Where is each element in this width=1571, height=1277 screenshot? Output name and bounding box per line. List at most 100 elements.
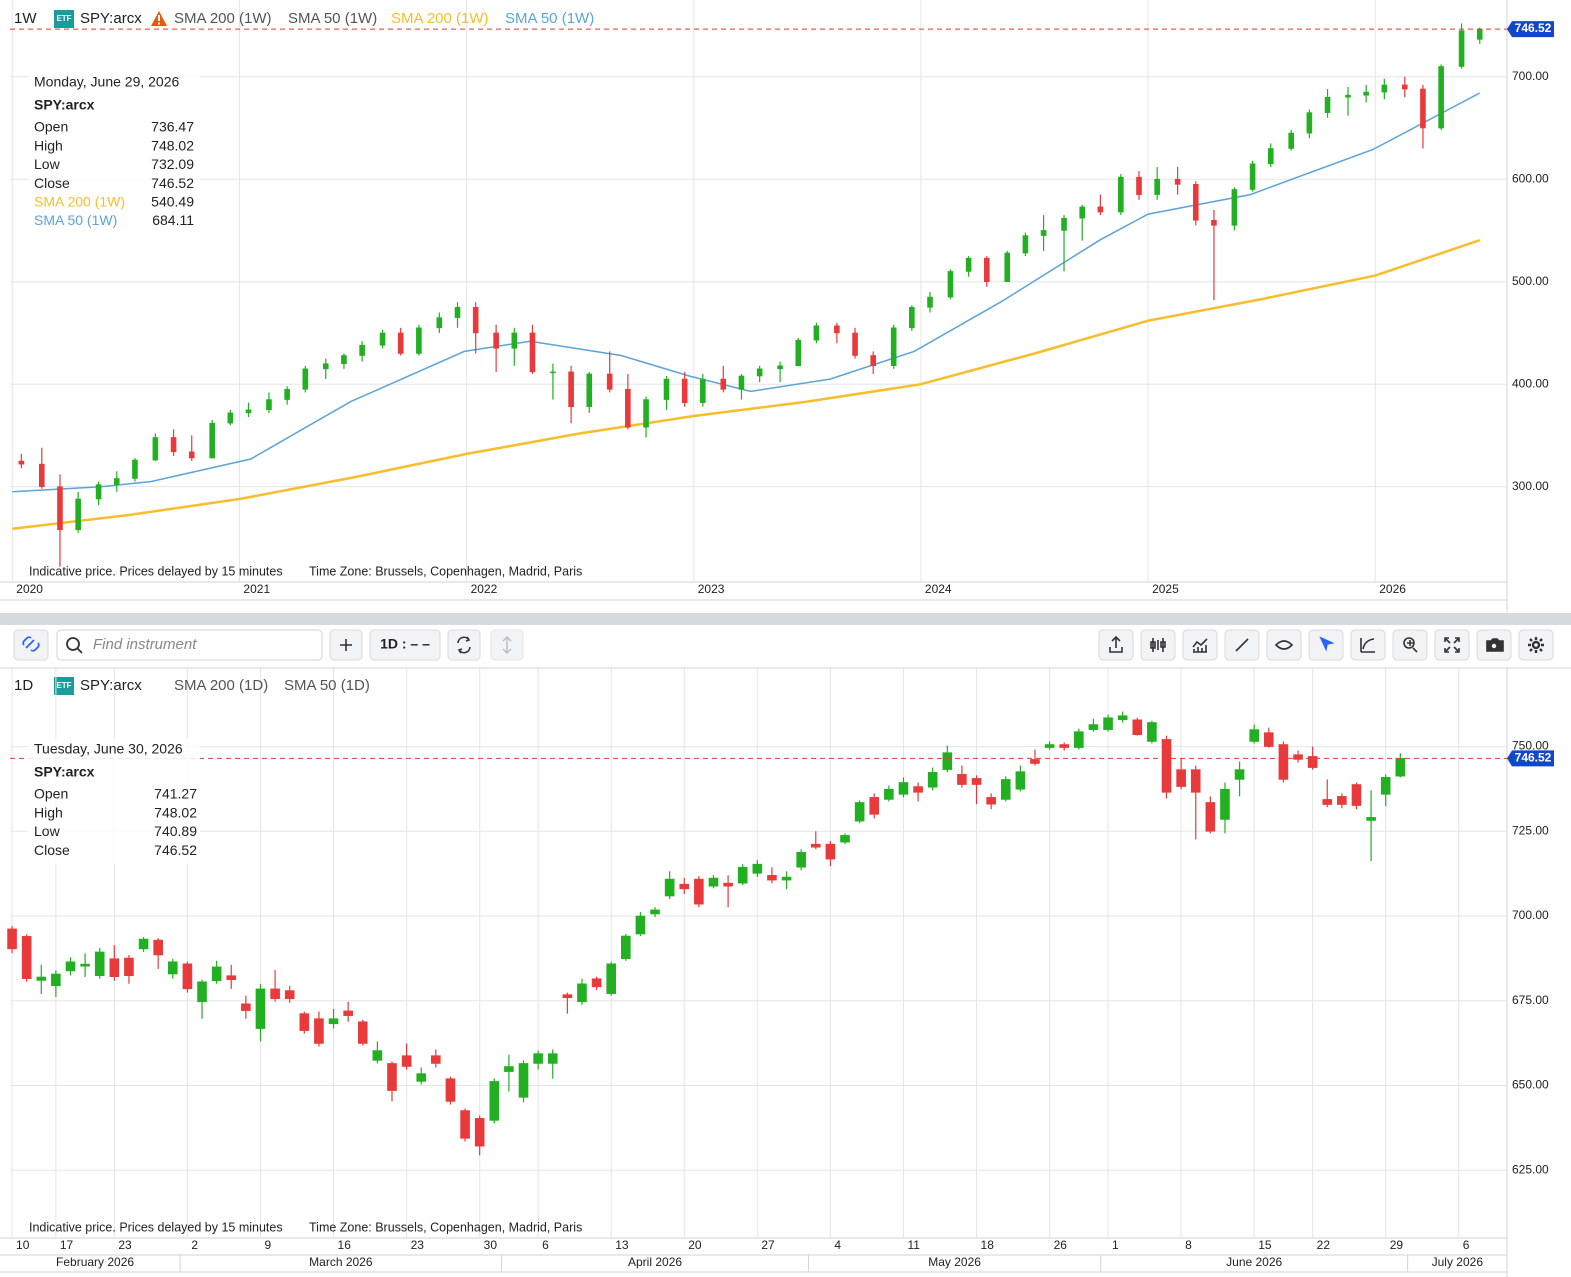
candle-body <box>621 935 631 960</box>
candle-body <box>255 988 266 1029</box>
study-label: SMA 50 (1W) <box>288 10 377 27</box>
candle-body <box>7 928 17 950</box>
candle-body <box>834 325 840 334</box>
candle-body <box>416 1073 427 1082</box>
legend-entry: SMA 50 (1W) <box>505 10 594 27</box>
candle-body <box>1000 779 1011 800</box>
candle-body <box>152 437 159 461</box>
study-label: SMA 200 (1D) <box>174 677 268 694</box>
candle-body <box>909 307 915 329</box>
candle-body <box>504 1066 514 1072</box>
candle-body <box>109 958 120 977</box>
tool-button[interactable] <box>1434 629 1470 661</box>
candle-body <box>767 875 777 881</box>
sma-line <box>12 92 1481 493</box>
candle-body <box>1118 176 1124 213</box>
info-label: Low <box>34 156 61 172</box>
tool-icon <box>1486 638 1504 652</box>
candle-body <box>270 988 280 1000</box>
y-tick-label: 700.00 <box>1512 69 1549 83</box>
info-label: Open <box>34 119 68 135</box>
candle-body <box>138 938 149 950</box>
sma-line <box>12 239 1481 530</box>
info-symbol: SPY:arcx <box>34 764 95 780</box>
candle-body <box>1264 732 1274 747</box>
candle-body <box>606 963 616 994</box>
link-button[interactable] <box>13 629 49 661</box>
candle-body <box>1022 235 1029 254</box>
study-label: SMA 200 (1W) <box>174 10 272 27</box>
candle-body <box>723 882 733 887</box>
y-tick-label: 725.00 <box>1512 823 1549 837</box>
candle-body <box>738 375 745 390</box>
candle-body <box>796 852 806 868</box>
candle-body <box>606 373 613 390</box>
refresh-button[interactable] <box>447 629 481 661</box>
candle-body <box>1040 230 1047 236</box>
month-label: April 2026 <box>628 1255 682 1269</box>
candle-body <box>664 878 675 897</box>
candle-body <box>460 1110 470 1139</box>
candle-body <box>397 332 404 354</box>
interval-button[interactable] <box>369 629 441 661</box>
info-value: 746.52 <box>154 842 197 858</box>
candle-body <box>401 1055 412 1067</box>
candle-body <box>1061 217 1067 231</box>
candle-body <box>1381 84 1388 93</box>
tool-button[interactable] <box>1350 629 1386 661</box>
candle-body <box>387 1063 397 1091</box>
candle-body <box>568 371 574 408</box>
interval-label: 1D <box>14 677 33 694</box>
scale-icon <box>502 636 512 654</box>
delay-note: Indicative price. Prices delayed by 15 m… <box>29 1220 283 1234</box>
interval-label: 1D : – – <box>380 636 430 652</box>
etf-badge-label: ETF <box>56 14 71 23</box>
x-tick-label: 26 <box>1054 1238 1068 1252</box>
candle-body <box>18 460 25 465</box>
candle-body <box>1161 739 1172 793</box>
candle-body <box>942 752 953 770</box>
candle-body <box>947 271 954 298</box>
tool-icon <box>1444 637 1460 653</box>
tool-icon <box>1109 635 1123 653</box>
tool-button[interactable] <box>1518 629 1554 661</box>
candle-body <box>1234 769 1245 780</box>
candle-body <box>650 909 660 915</box>
month-label: June 2026 <box>1226 1255 1282 1269</box>
timezone-note: Time Zone: Brussels, Copenhagen, Madrid,… <box>309 564 582 578</box>
info-value: 684.11 <box>152 212 194 228</box>
tool-icon <box>1528 637 1544 653</box>
candle-body <box>379 332 386 346</box>
x-tick-label: 2021 <box>243 582 270 596</box>
x-tick-label: 27 <box>761 1238 775 1252</box>
candle-body <box>170 437 177 453</box>
candle-body <box>493 332 499 349</box>
x-tick-label: 2025 <box>1152 582 1179 596</box>
info-label: SMA 200 (1W) <box>34 194 125 210</box>
candle-body <box>1267 148 1274 165</box>
tool-button[interactable] <box>1266 629 1302 661</box>
x-tick-label: 8 <box>1185 1238 1192 1252</box>
candle-body <box>679 883 690 890</box>
candle-body <box>1030 759 1040 764</box>
candle-body <box>1458 30 1465 67</box>
candle-body <box>1097 206 1104 213</box>
candle-body <box>1192 184 1199 221</box>
candle-body <box>284 389 290 400</box>
month-label: May 2026 <box>928 1255 981 1269</box>
candle-body <box>445 1078 456 1102</box>
info-value: 736.47 <box>151 119 194 135</box>
candle-body <box>511 332 518 349</box>
x-tick-label: 16 <box>338 1238 352 1252</box>
candle-body <box>854 802 865 822</box>
candle-body <box>95 484 102 500</box>
candle-body <box>1176 769 1186 787</box>
tool-button[interactable] <box>1476 629 1512 661</box>
candle-body <box>1088 724 1099 730</box>
search-box[interactable] <box>56 629 323 661</box>
candle-body <box>328 1018 339 1025</box>
candle-body <box>694 878 704 905</box>
info-label: High <box>34 137 63 153</box>
candle-body <box>182 963 193 990</box>
